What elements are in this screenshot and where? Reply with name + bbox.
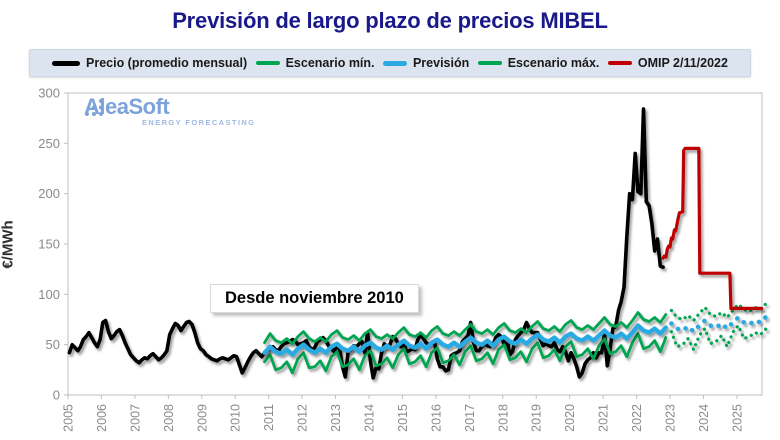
x-tick-label: 2023	[664, 404, 678, 432]
x-tick-label: 2011	[262, 404, 276, 431]
legend-swatch-icon	[382, 60, 407, 66]
y-tick-label: 50	[46, 337, 60, 352]
x-tick-label: 2015	[396, 404, 410, 432]
legend-label: Previsión	[412, 56, 470, 70]
annotation-desde-noviembre-2010: Desde noviembre 2010	[210, 284, 419, 313]
x-tick-label: 2017	[463, 404, 477, 432]
x-tick-label: 2018	[496, 404, 510, 432]
x-tick-label: 2025	[730, 404, 744, 432]
series-escenario-max-solid-line	[263, 311, 668, 346]
legend-item-5: OMIP 2/11/2022	[607, 56, 728, 70]
y-tick-label: 300	[38, 86, 60, 101]
x-tick-label: 2020	[563, 404, 577, 432]
legend-swatch-icon	[607, 61, 632, 65]
y-axis-label: €/MWh	[0, 220, 17, 269]
x-tick-label: 2021	[597, 404, 611, 432]
x-tick-label: 2006	[95, 404, 109, 432]
series-escenario-min-dotted-line	[669, 323, 768, 352]
legend-label: Precio (promedio mensual)	[86, 56, 248, 70]
y-tick-label: 200	[38, 186, 60, 201]
x-tick-label: 2005	[62, 404, 76, 432]
y-tick-label: 0	[53, 388, 60, 403]
x-tick-label: 2022	[630, 404, 644, 432]
series-prevision-solid-line	[262, 323, 668, 357]
legend-item-2: Escenario mín.	[255, 56, 375, 70]
x-tick-label: 2007	[128, 404, 142, 432]
y-tick-label: 150	[38, 237, 60, 252]
aleasoft-logo-dots-icon	[85, 99, 103, 116]
series-omip-line	[661, 146, 764, 310]
x-tick-label: 2024	[697, 404, 711, 432]
x-tick-label: 2014	[363, 404, 377, 432]
y-tick-label: 100	[38, 287, 60, 302]
legend-label: Escenario mín.	[285, 56, 375, 70]
aleasoft-logo-tagline: ENERGY FORECASTING	[142, 118, 256, 127]
aleasoft-logo-text: AleaSoft	[84, 94, 170, 119]
legend-label: Escenario máx.	[507, 56, 600, 70]
legend-item-1: Precio (promedio mensual)	[52, 56, 247, 70]
x-tick-label: 2010	[229, 404, 243, 432]
x-tick-label: 2013	[329, 404, 343, 432]
legend-swatch-icon	[477, 61, 502, 65]
legend-label: OMIP 2/11/2022	[637, 56, 728, 70]
legend-swatch-icon	[52, 60, 80, 66]
y-tick-label: 250	[38, 136, 60, 151]
series-prevision-dotted-line	[669, 314, 769, 334]
legend-swatch-icon	[255, 61, 280, 65]
x-tick-label: 2019	[530, 404, 544, 432]
chart-legend: Precio (promedio mensual) Escenario mín. P…	[29, 49, 751, 77]
series-escenario-max-dotted-line	[669, 301, 768, 323]
legend-item-4: Escenario máx.	[477, 56, 600, 70]
x-tick-label: 2016	[429, 404, 443, 432]
aleasoft-logo: AleaSoft ENERGY FORECASTING	[84, 96, 255, 127]
x-tick-label: 2012	[296, 404, 310, 432]
x-tick-label: 2009	[195, 404, 209, 432]
legend-item-3: Previsión	[382, 56, 470, 70]
x-tick-label: 2008	[162, 404, 176, 432]
series-escenario-min-solid-line	[263, 332, 668, 375]
chart-title: Previsión de largo plazo de precios MIBE…	[172, 8, 608, 33]
